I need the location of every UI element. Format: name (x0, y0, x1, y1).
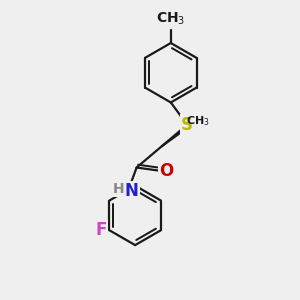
Text: O: O (159, 161, 173, 179)
Text: CH$_3$: CH$_3$ (186, 115, 209, 128)
Text: S: S (181, 116, 193, 134)
Text: CH$_3$: CH$_3$ (156, 10, 185, 27)
Text: H: H (113, 182, 124, 196)
Text: F: F (95, 221, 107, 239)
Text: N: N (124, 182, 139, 200)
